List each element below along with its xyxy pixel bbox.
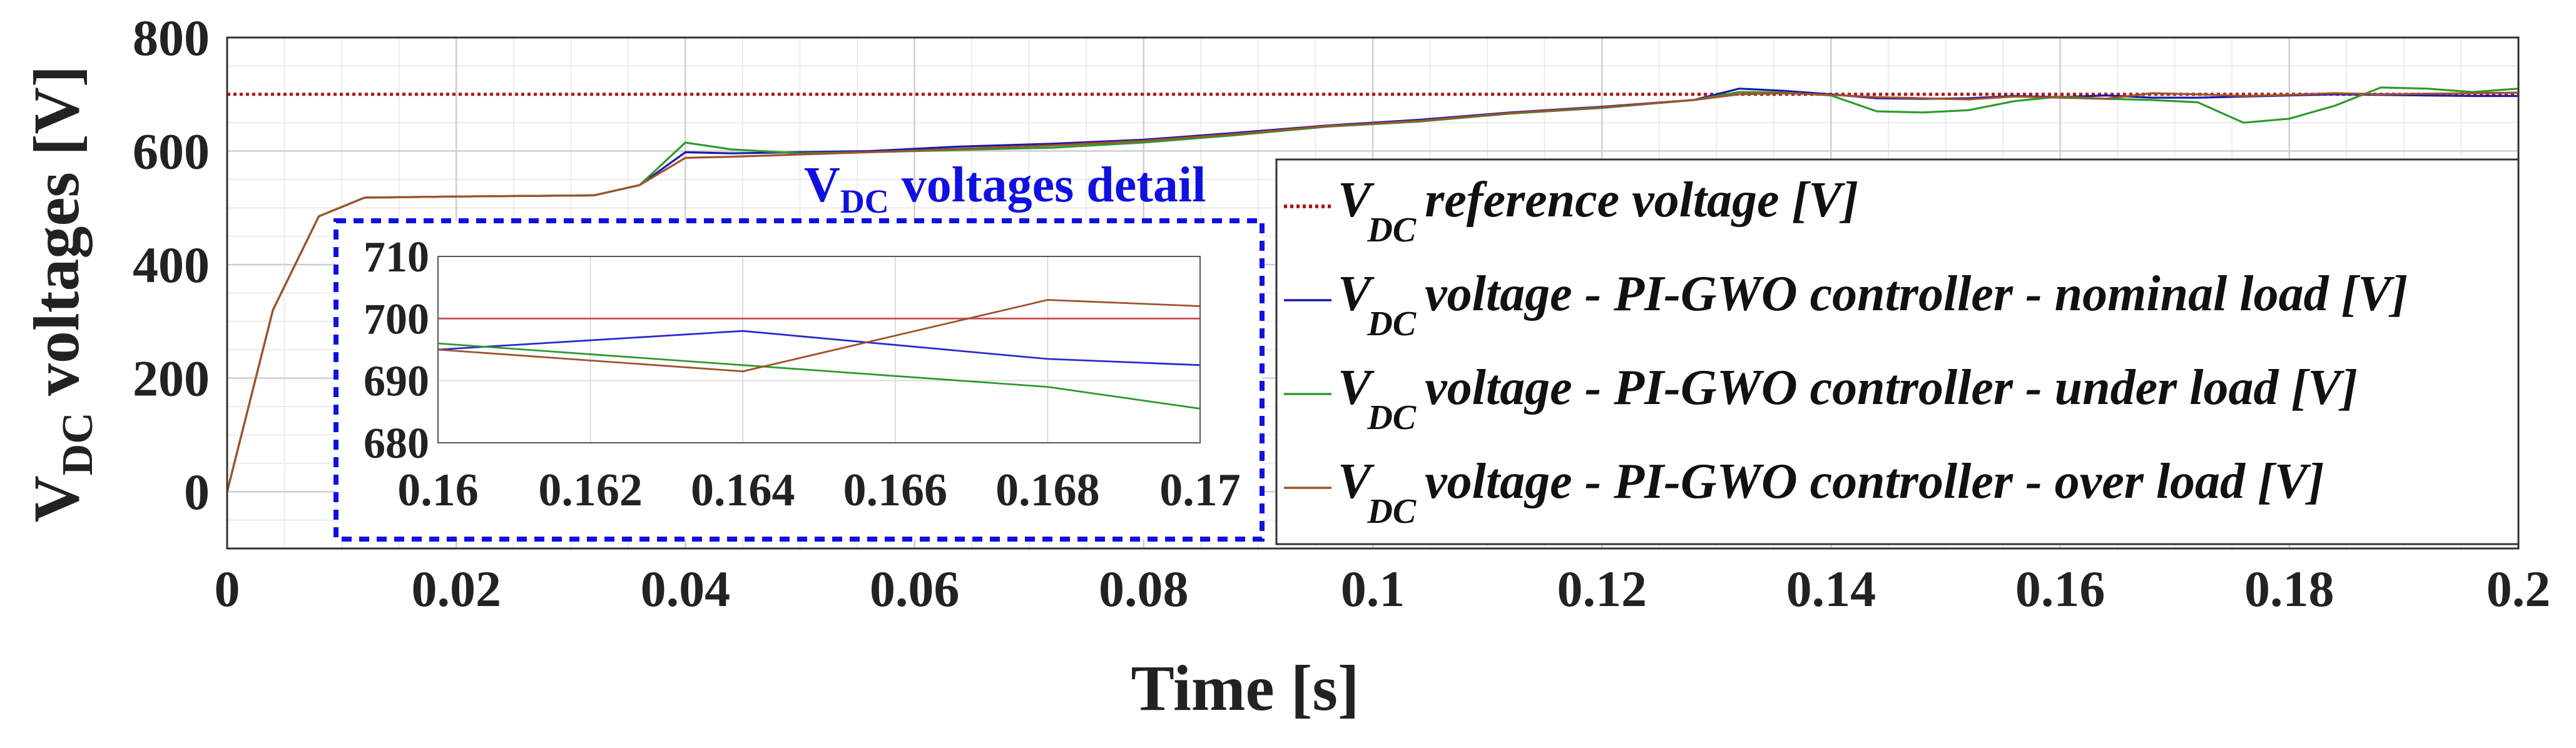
main-y-tick-label: 200: [133, 350, 210, 407]
inset-y-tick-labels: 680 690 700 710: [364, 233, 429, 468]
inset-x-tick-label: 0.166: [843, 465, 948, 516]
main-series-line-3: [226, 91, 2519, 492]
inset-x-tick-label: 0.17: [1159, 465, 1241, 516]
legend-label-sub: DC: [1367, 492, 1416, 531]
main-x-tick-label: 0.14: [1786, 560, 1876, 617]
inset-x-tick-label: 0.16: [397, 465, 479, 516]
main-y-tick-label: 600: [133, 123, 210, 180]
main-y-tick-labels: 0 200 400 600 800: [133, 9, 210, 520]
inset-y-tick-label: 700: [364, 295, 429, 343]
legend-label-rest: voltage - PI-GWO controller - over load …: [1425, 454, 2324, 509]
y-axis-label-sub: DC: [54, 412, 102, 475]
inset-series-line-1: [437, 330, 1201, 366]
inset-title-main: V: [804, 158, 840, 213]
legend-label-rest: voltage - PI-GWO controller - nominal lo…: [1425, 266, 2408, 321]
main-x-tick-label: 0.04: [641, 560, 731, 617]
main-x-tick-label: 0: [215, 560, 240, 617]
legend-label-sub: DC: [1367, 398, 1416, 437]
main-x-tick-labels: 0 0.02 0.04 0.06 0.08 0.1 0.12 0.14 0.16 0.18 0.2: [215, 560, 2551, 617]
main-x-tick-label: 0.2: [2487, 560, 2551, 617]
inset-title: VDC voltages detail: [804, 158, 1206, 220]
main-series-group: [226, 86, 2519, 492]
y-axis-label: VDC voltages [V]: [21, 66, 102, 523]
legend-label-0: V DCreference voltage [V]: [1338, 173, 1858, 250]
inset-y-tick-label: 710: [364, 233, 429, 281]
y-axis-label-rest: voltages [V]: [21, 66, 93, 413]
legend-label-3: V DCvoltage - PI-GWO controller - over lo…: [1338, 454, 2324, 531]
inset-y-tick-label: 680: [364, 420, 429, 468]
legend-label-2: V DCvoltage - PI-GWO controller - under l…: [1338, 360, 2358, 437]
legend-box: [1275, 158, 2520, 545]
inset-title-sub: DC: [840, 183, 889, 220]
inset-series-line-2: [437, 342, 1201, 410]
inset-plot-frame: [437, 256, 1201, 443]
legend-label-main: V: [1338, 454, 1375, 509]
main-x-tick-label: 0.18: [2244, 560, 2334, 617]
main-x-tick-label: 0.08: [1099, 560, 1189, 617]
inset-dashed-frame: [333, 218, 1265, 542]
inset-x-tick-labels: 0.16 0.162 0.164 0.166 0.168 0.17: [397, 465, 1241, 516]
legend-label-rest: voltage - PI-GWO controller - under load…: [1425, 360, 2358, 415]
main-y-tick-label: 400: [133, 236, 210, 293]
legend-label-main: V: [1338, 266, 1375, 321]
x-axis-label: Time [s]: [1131, 652, 1360, 724]
main-x-tick-label: 0.02: [411, 560, 501, 617]
inset-x-tick-label: 0.164: [691, 465, 795, 516]
legend-label-main: V: [1338, 360, 1375, 415]
inset-x-tick-label: 0.162: [538, 465, 643, 516]
inset-x-tick-label: 0.168: [995, 465, 1100, 516]
main-x-tick-label: 0.12: [1557, 560, 1647, 617]
inset-y-tick-label: 690: [364, 358, 429, 406]
inset-series-group: [437, 299, 1201, 410]
legend: V DCreference voltage [V]V DCvoltage - PI-…: [1275, 158, 2520, 545]
legend-label-sub: DC: [1367, 305, 1416, 343]
legend-label-main: V: [1338, 173, 1375, 228]
legend-label-sub: DC: [1367, 211, 1416, 250]
main-y-tick-label: 800: [133, 9, 210, 66]
main-y-tick-label: 0: [184, 463, 210, 520]
inset-series-line-3: [437, 299, 1201, 373]
legend-label-1: V DCvoltage - PI-GWO controller - nominal…: [1338, 266, 2408, 343]
y-axis-label-main: V: [21, 475, 93, 522]
inset-detail: 0.16 0.162 0.164 0.166 0.168 0.17 680 690 700 71…: [333, 158, 1265, 542]
legend-label-rest: reference voltage [V]: [1425, 173, 1858, 228]
main-x-tick-label: 0.1: [1341, 560, 1405, 617]
main-x-tick-label: 0.16: [2015, 560, 2105, 617]
inset-title-rest: voltages detail: [889, 158, 1206, 213]
main-x-tick-label: 0.06: [870, 560, 960, 617]
